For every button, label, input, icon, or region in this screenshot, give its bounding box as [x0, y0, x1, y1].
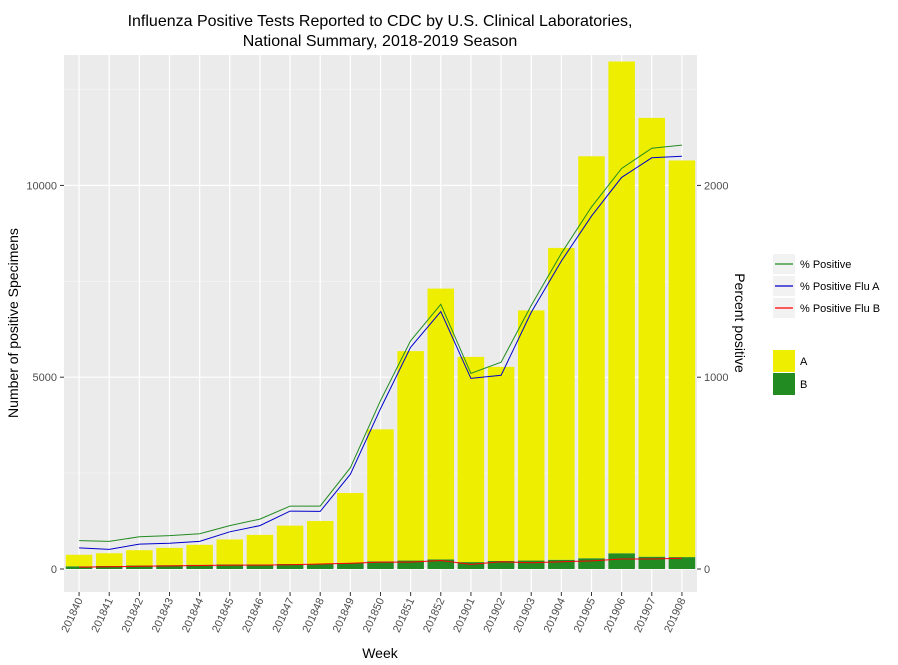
y2-tick-label: 2000 — [704, 180, 728, 192]
bar-a-201851 — [397, 351, 424, 561]
bar-a-201850 — [367, 429, 394, 562]
bar-b-201903 — [517, 560, 545, 569]
bar-b-201845 — [216, 564, 244, 569]
y-axis-title: Number of positive Specimens — [5, 228, 21, 418]
bar-b-201842 — [126, 565, 153, 569]
legend-label: % Positive — [800, 259, 851, 271]
bar-b-201847 — [276, 563, 304, 569]
x-tick-label: 201845 — [210, 596, 236, 634]
bar-b-201852 — [427, 559, 455, 569]
bar-b-201841 — [95, 565, 123, 569]
bar-a-201852 — [427, 288, 455, 560]
bar-b-201904 — [548, 559, 575, 569]
bar-a-201840 — [65, 554, 93, 567]
legend-label: % Positive Flu B — [800, 303, 880, 315]
bar-b-201901 — [457, 562, 485, 569]
bar-b-201850 — [367, 561, 394, 569]
bar-a-201842 — [126, 550, 153, 566]
line-positive-flu-a — [79, 155, 682, 550]
legend-key-swatch — [773, 350, 795, 372]
bar-b-201902 — [487, 560, 515, 569]
bar-b-201906 — [608, 553, 635, 569]
bar-a-201847 — [276, 525, 304, 564]
legend-key-swatch — [773, 373, 795, 395]
bar-b-201905 — [578, 558, 605, 569]
bar-a-201908 — [668, 160, 696, 558]
y2-axis-title: Percent positive — [732, 273, 748, 373]
x-tick-label: 201907 — [632, 596, 658, 634]
legend-label: % Positive Flu A — [800, 281, 880, 293]
x-axis-ticks: 201840 201841 201842 201843 201844 201845 2018… — [59, 592, 689, 635]
bar-a-201843 — [156, 547, 183, 566]
bar-b-201844 — [186, 564, 213, 569]
bar-b-201849 — [337, 562, 364, 569]
x-tick-label: 201851 — [391, 596, 417, 634]
bar-a-201907 — [638, 117, 666, 557]
legend-lines: % Positive % Positive Flu A % Positive Flu… — [773, 254, 880, 318]
x-tick-label: 201901 — [451, 596, 477, 634]
bar-a-201906 — [608, 61, 635, 554]
x-tick-label: 201842 — [120, 596, 146, 634]
bar-b-201846 — [246, 564, 274, 569]
bar-a-201845 — [216, 539, 244, 565]
legend-bars: AB — [773, 350, 808, 395]
x-tick-label: 201903 — [512, 596, 538, 634]
x-tick-label: 201904 — [542, 596, 568, 634]
line-positive-flu-b — [79, 557, 682, 568]
bar-a-201848 — [306, 521, 334, 564]
x-tick-label: 201843 — [150, 596, 176, 634]
x-tick-label: 201849 — [331, 596, 357, 634]
y-tick-label: 0 — [51, 564, 57, 576]
legend-label: B — [800, 379, 807, 391]
bar-a-201905 — [578, 156, 605, 559]
bar-a-201844 — [186, 544, 213, 565]
bar-a-201903 — [517, 310, 545, 561]
y-tick-label: 5000 — [33, 372, 57, 384]
y-axis-ticks: 0 5000 10000 — [26, 180, 64, 576]
bar-b-201851 — [397, 560, 424, 569]
x-tick-label: 201902 — [481, 596, 507, 634]
y2-tick-label: 0 — [704, 564, 710, 576]
bar-b-201907 — [638, 556, 666, 569]
legend-label: A — [800, 356, 808, 368]
chart-title-line1: Influenza Positive Tests Reported to CDC… — [128, 13, 633, 30]
bar-b-201848 — [306, 563, 334, 569]
x-tick-label: 201841 — [90, 596, 116, 634]
x-tick-label: 201852 — [421, 596, 447, 634]
bar-a-201841 — [95, 553, 123, 566]
x-tick-label: 201840 — [59, 596, 85, 634]
y2-axis-ticks: 0 1000 2000 — [697, 180, 728, 576]
line-positive — [79, 144, 682, 542]
bar-a-201904 — [548, 247, 575, 560]
bar-b-201840 — [65, 566, 93, 569]
bar-b-201843 — [156, 565, 183, 569]
bar-a-201901 — [457, 356, 485, 563]
x-tick-label: 201905 — [572, 596, 598, 634]
x-tick-label: 201847 — [270, 596, 296, 634]
line-layer — [79, 144, 682, 568]
chart-title-line2: National Summary, 2018-2019 Season — [243, 33, 518, 50]
x-tick-label: 201848 — [301, 596, 327, 634]
bar-a-201902 — [487, 366, 515, 561]
x-axis-title: Week — [362, 645, 399, 661]
bar-b-201908 — [668, 557, 696, 569]
x-tick-label: 201850 — [361, 596, 387, 634]
bar-a-201849 — [337, 493, 364, 563]
x-tick-label: 201906 — [602, 596, 628, 634]
x-tick-label: 201844 — [180, 596, 206, 634]
x-tick-label: 201846 — [240, 596, 266, 634]
bar-layer — [65, 61, 696, 569]
y-tick-label: 10000 — [26, 180, 57, 192]
bar-a-201846 — [246, 534, 274, 565]
x-tick-label: 201908 — [662, 596, 688, 634]
y2-tick-label: 1000 — [704, 372, 728, 384]
